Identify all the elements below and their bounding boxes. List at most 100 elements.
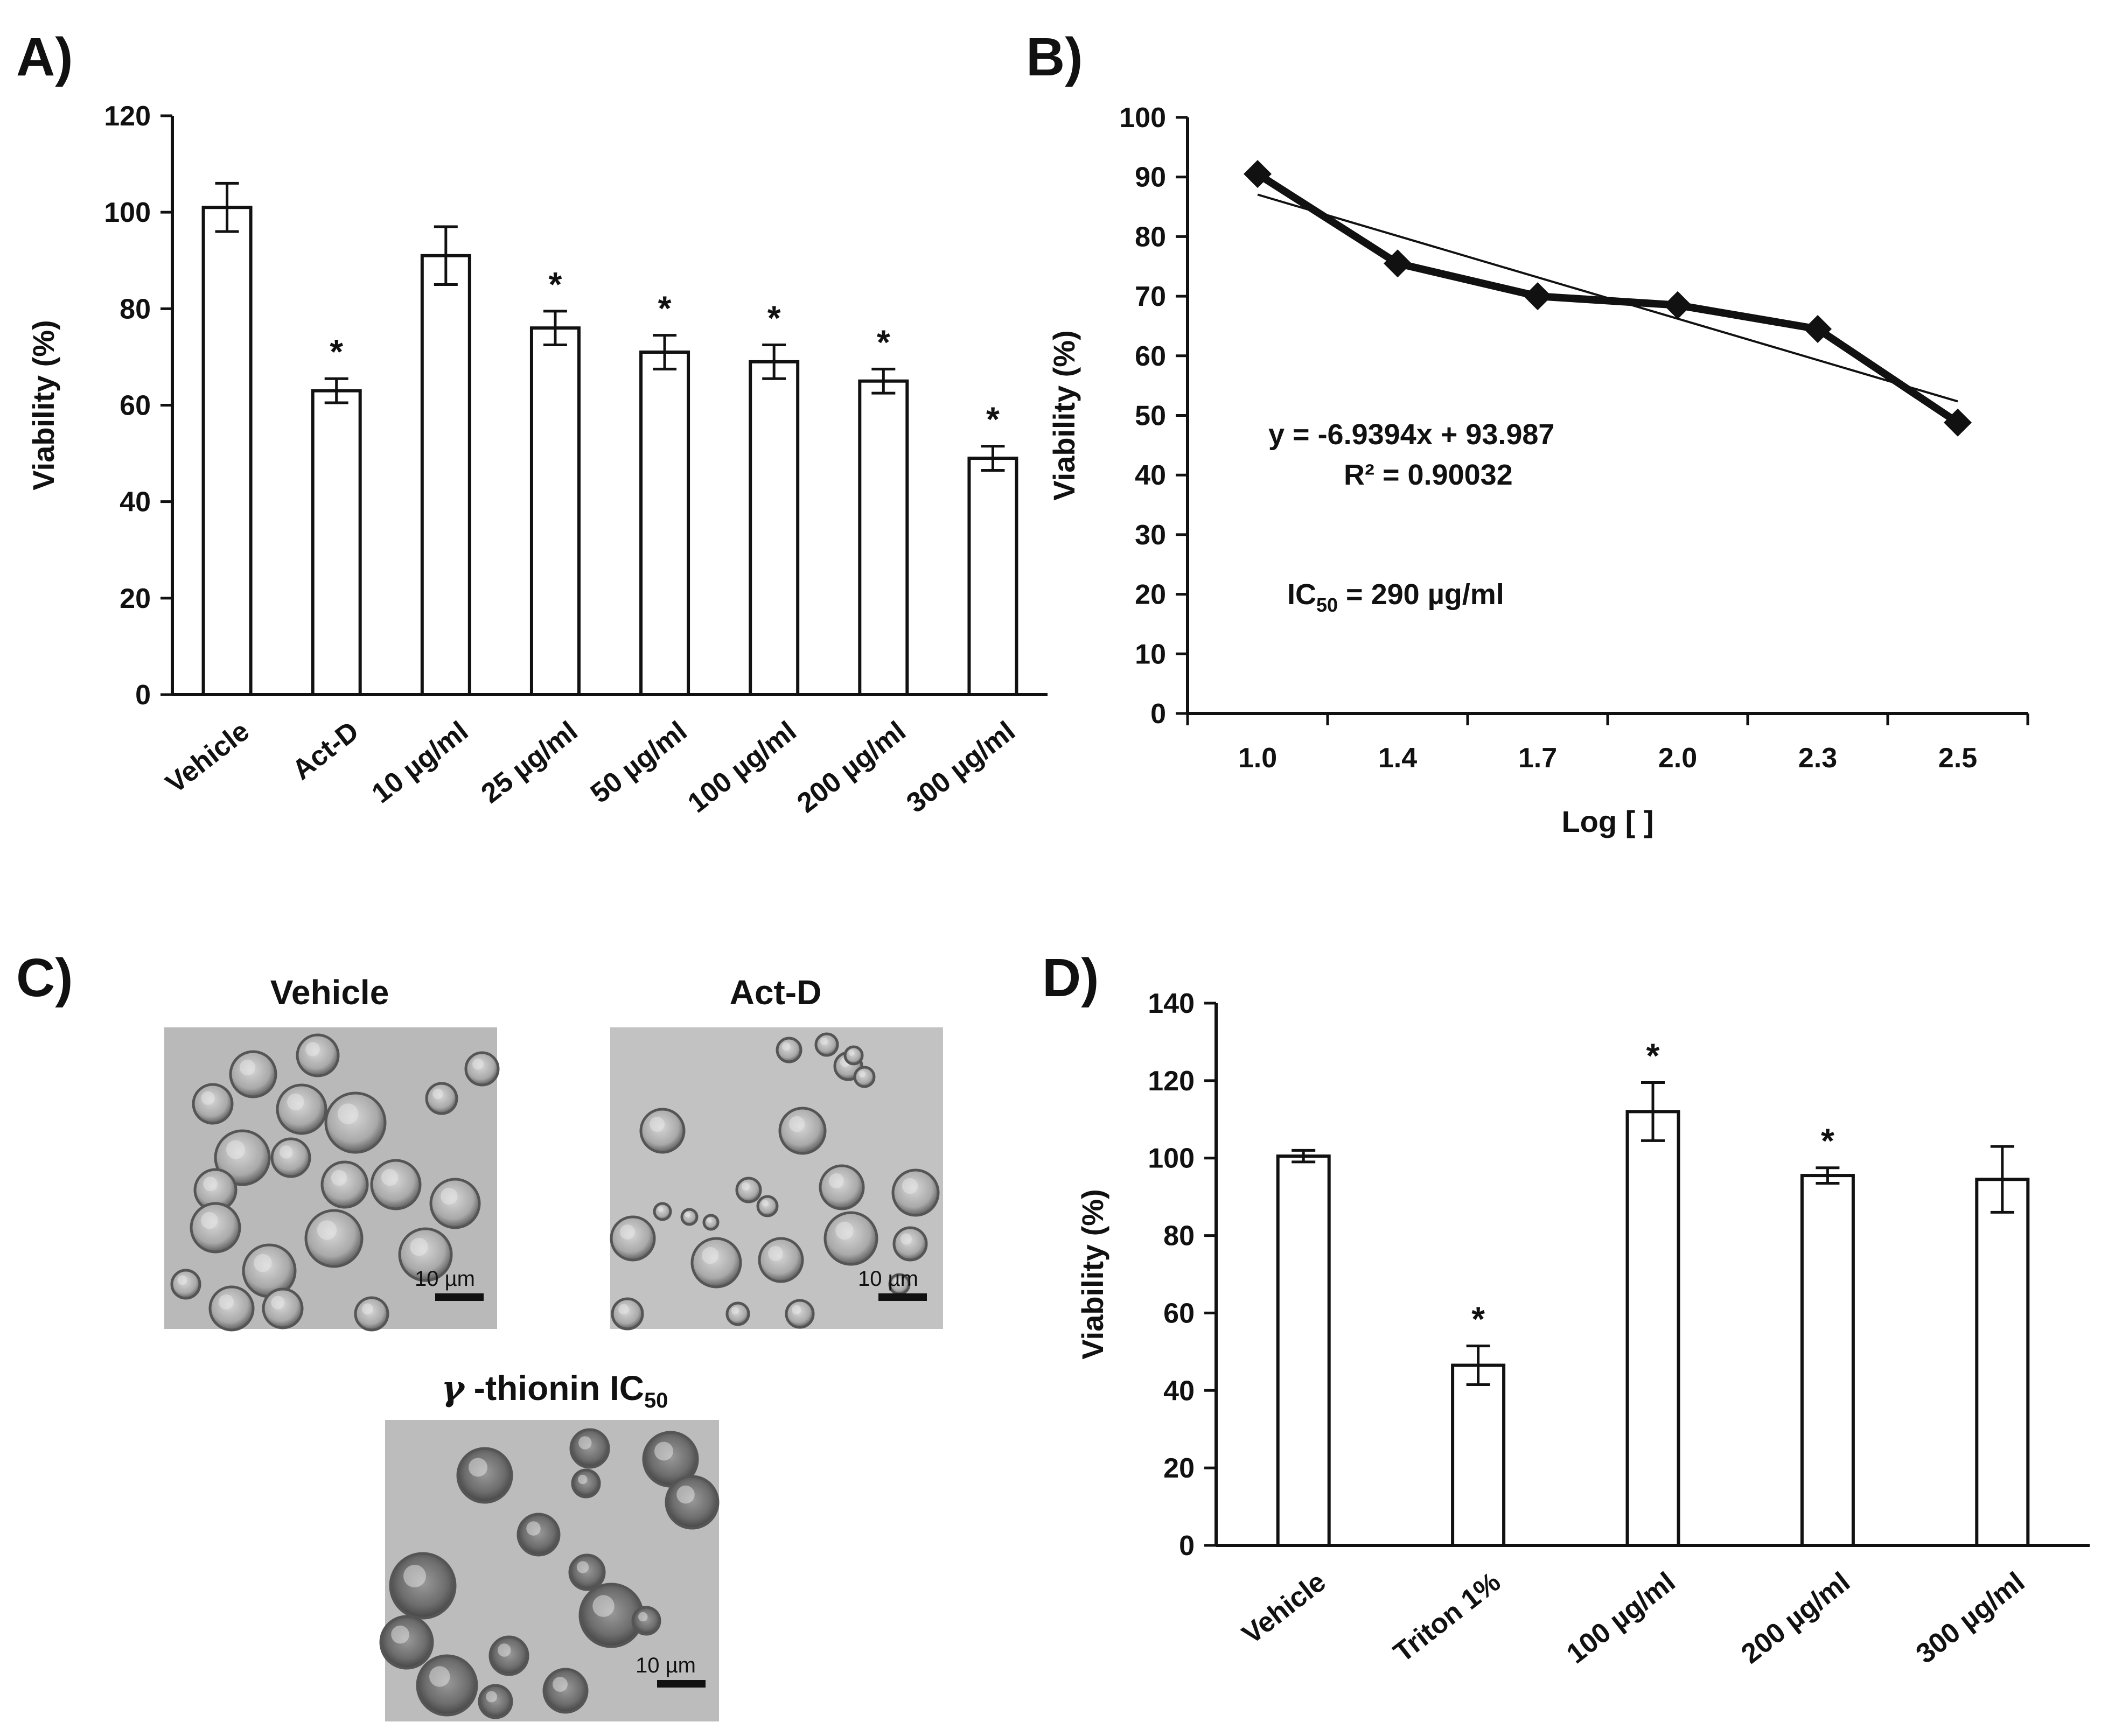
bar	[639, 350, 690, 696]
cell	[324, 1091, 387, 1154]
cell-highlight	[338, 1103, 359, 1124]
data-point	[1384, 249, 1412, 278]
cell-highlight	[498, 1643, 511, 1657]
cell	[892, 1226, 928, 1262]
cell-highlight	[280, 1145, 293, 1159]
cell-highlight	[403, 1565, 426, 1587]
data-point	[1944, 408, 1972, 437]
significance-marker: *	[1821, 1122, 1834, 1160]
cell-highlight	[219, 1294, 234, 1310]
cell	[702, 1214, 720, 1231]
cell-highlight	[254, 1254, 272, 1272]
y-tick-label: 0	[1150, 698, 1166, 730]
cell	[276, 1083, 327, 1135]
y-tick-label: 60	[1135, 341, 1166, 372]
ic50-subscript: 50	[1316, 594, 1338, 616]
cell-highlight	[702, 1247, 719, 1264]
cell	[208, 1285, 255, 1332]
y-axis-label: Viability (%)	[26, 320, 60, 490]
bar	[311, 389, 362, 696]
data-point	[1244, 160, 1272, 188]
cell	[891, 1168, 940, 1217]
cell	[690, 1237, 742, 1289]
cell-highlight	[362, 1303, 373, 1315]
x-tick-label: 2.3	[1798, 743, 1837, 774]
bar	[201, 206, 253, 697]
cell	[843, 1045, 864, 1066]
y-tick-label: 0	[135, 680, 151, 711]
cell-highlight	[305, 1042, 320, 1056]
cell	[735, 1177, 762, 1203]
cell	[814, 1032, 839, 1057]
cell-highlight	[781, 1042, 791, 1051]
cell-highlight	[901, 1233, 912, 1245]
cell-highlight	[239, 1059, 256, 1076]
cell-highlight	[486, 1691, 497, 1703]
cell	[756, 1195, 779, 1217]
cell-highlight	[902, 1178, 918, 1194]
cell	[778, 1107, 827, 1155]
bar	[1276, 1154, 1331, 1548]
cell-highlight	[526, 1521, 541, 1536]
cell	[653, 1202, 672, 1221]
ic50-value: = 290 µg/ml	[1338, 578, 1504, 611]
significance-marker: *	[877, 323, 890, 361]
cell	[429, 1178, 481, 1229]
cell-highlight	[654, 1441, 673, 1461]
cell	[262, 1287, 304, 1329]
x-tick-label: 300 µg/ml	[901, 716, 1021, 819]
cell	[542, 1668, 589, 1714]
y-tick-label: 50	[1135, 401, 1166, 432]
bar	[529, 326, 581, 696]
data-point	[1664, 291, 1692, 319]
gamma-symbol: γ	[442, 1368, 466, 1409]
cell-highlight	[576, 1561, 589, 1573]
r-squared: R² = 0.90032	[1344, 459, 1513, 491]
cell-highlight	[762, 1200, 769, 1207]
cell	[190, 1202, 241, 1254]
cell	[488, 1635, 529, 1676]
x-tick-label: 1.7	[1518, 743, 1557, 774]
cell-highlight	[650, 1117, 665, 1132]
significance-marker: *	[986, 400, 1000, 439]
micrograph-thionin-panel: γ -thionin IC50 10 µm	[379, 1368, 720, 1721]
significance-marker: *	[1471, 1300, 1485, 1339]
y-tick-label: 120	[1148, 1066, 1195, 1097]
y-tick-label: 40	[1135, 460, 1166, 491]
micrograph-thionin-title: γ -thionin IC50	[442, 1368, 668, 1412]
cell-highlight	[658, 1206, 664, 1212]
x-tick-label: 25 µg/ml	[476, 716, 584, 809]
trendline-equation: y = -6.9394x + 93.987	[1268, 418, 1554, 451]
cell-highlight	[317, 1220, 337, 1240]
micrograph-thionin-cells	[379, 1428, 720, 1719]
y-tick-label: 120	[104, 101, 151, 132]
cell-highlight	[620, 1224, 635, 1240]
cell-highlight	[858, 1070, 865, 1077]
chart-b: 0 10 20 30 40 50 60 70 80 90 100 1.0 1.4 1.7 2.0 2.3 2.5…	[1047, 102, 2029, 838]
cell	[819, 1164, 865, 1210]
y-tick-label: 80	[1135, 221, 1166, 253]
panel-label-a: A)	[16, 27, 73, 87]
cell-highlight	[848, 1049, 855, 1056]
cell-highlight	[391, 1625, 409, 1644]
cell	[456, 1447, 513, 1504]
cell	[389, 1552, 457, 1620]
y-tick-label: 40	[120, 487, 151, 518]
bar	[1800, 1174, 1855, 1547]
cell-highlight	[201, 1212, 218, 1229]
x-tick-label: 10 µg/ml	[366, 716, 474, 809]
cell	[680, 1208, 699, 1226]
cell-highlight	[741, 1182, 750, 1191]
cell-highlight	[203, 1177, 218, 1191]
cell	[464, 1051, 500, 1087]
cell	[270, 1137, 311, 1178]
cell-highlight	[788, 1116, 805, 1132]
cell-highlight	[177, 1275, 187, 1285]
data-point	[1804, 314, 1832, 343]
cell	[296, 1033, 340, 1077]
cell-highlight	[226, 1140, 245, 1159]
micrograph-actd-cells	[610, 1032, 940, 1331]
cell-highlight	[469, 1458, 487, 1477]
cell-highlight	[638, 1612, 648, 1622]
